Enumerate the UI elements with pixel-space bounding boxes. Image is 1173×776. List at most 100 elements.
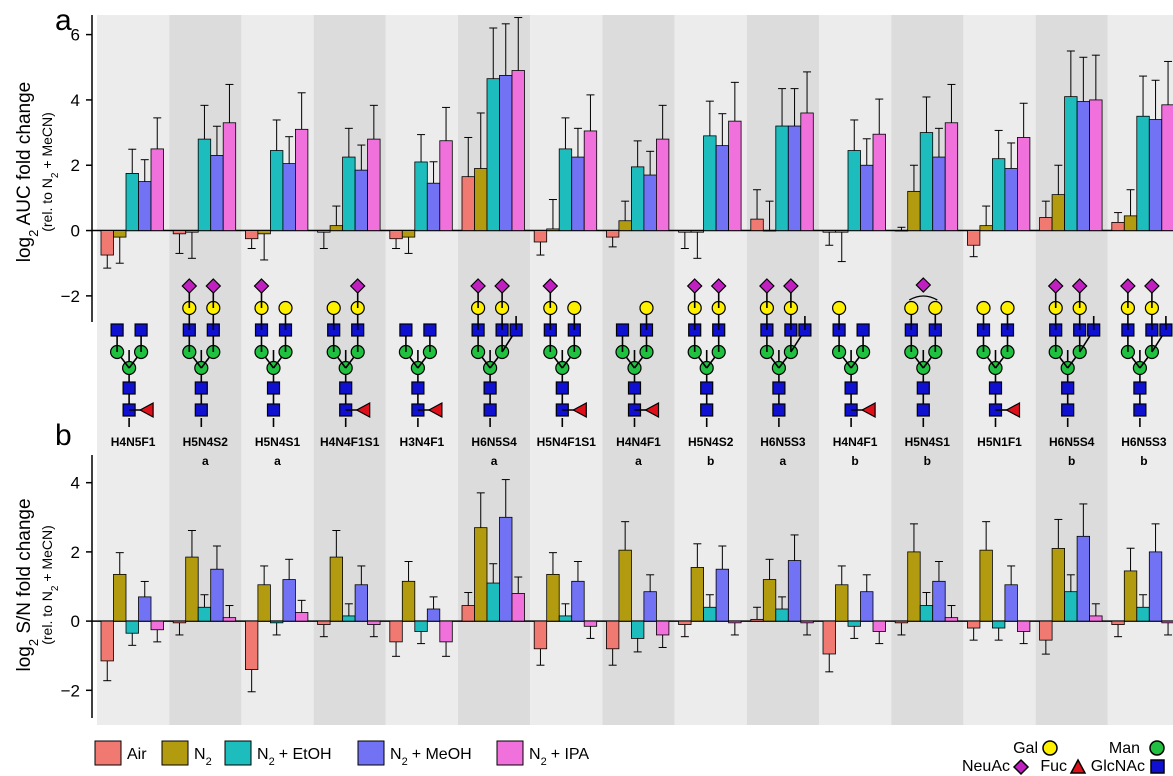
glcnac-icon [615,323,630,337]
legend-swatch-n2 [161,740,189,766]
glcnac-icon [988,381,1003,395]
panel-a-bar [197,138,212,231]
glcnac-icon [916,381,930,395]
category-label: H4N4F1 [833,435,878,449]
panel-a-bar [329,225,344,231]
panel-b-bar [800,620,814,624]
panel-a-bar [571,156,585,231]
category-tag: a [635,454,642,468]
panel-b-bar [222,617,237,622]
panel-a-bar [932,156,946,231]
panel-b-bar [907,551,921,622]
category-label: H5N4S2 [183,435,229,449]
panel-a-tick-label: 4 [71,91,80,110]
panel-b-bar [533,620,548,650]
glcnac-icon [700,403,714,417]
panel-b-bar [138,596,152,622]
neuac-icon [1071,278,1088,294]
category-label: H3N4F1 [400,435,445,449]
panel-a-tick-label: 0 [71,222,80,241]
panel-a-bar [1148,119,1163,231]
category-tag: b [851,454,858,468]
panel-b-tick-label: 4 [71,474,80,493]
panel-b-tick-label: 2 [71,543,80,562]
neuac-icon [1120,278,1136,294]
neuac-icon [710,278,727,294]
panel-a-bar [558,148,573,231]
panel-b-ylabel: log2 S/N fold change [14,498,41,671]
panel-a-ylabel-note: (rel. to N2 + MeCN) [39,112,61,232]
panel-b-bar [835,584,849,622]
panel-a-bar [342,156,356,231]
glcnac-icon [266,381,281,395]
panel-a-bar [979,225,993,231]
panel-a-tick-label: −2 [61,287,80,306]
panel-a-bar [872,133,886,231]
panel-a-bar [822,230,836,233]
category-tag: a [780,454,787,468]
panel-b-bar [1039,620,1053,641]
panel-b-bar [150,620,164,631]
panel-b-bar [100,620,114,662]
neuac-icon [783,278,799,294]
panel-b-bar [932,580,946,622]
glycan-bracket [908,295,938,301]
panel-a-bar [762,230,777,232]
panel-b-bar [125,620,139,634]
panel-a-bar [643,174,657,231]
panel-b-bar [197,606,212,622]
panel-a-bar [1089,99,1103,231]
panel-b-bar [439,620,453,643]
panel-b-bar [643,591,657,622]
panel-b-bar [486,582,500,622]
panel-b-bar [414,620,428,632]
category-label: H5N4S2 [688,435,734,449]
panel-a-bar [1064,96,1078,231]
glcnac-icon [483,381,497,395]
panel-a-bar [414,161,428,231]
panel-a-bar [690,230,704,233]
category-tag: b [1140,454,1147,468]
panel-a-bar [606,230,620,238]
category-label: H5N4S1 [255,435,301,449]
glycan-structures [109,277,1173,427]
glcnac-icon [1061,381,1075,395]
panel-b-bar [775,608,789,622]
panel-b-tick-label: 0 [71,612,80,631]
panel-b-bar [847,620,861,627]
glcnac-icon [194,403,208,417]
panel-b-bar [329,556,344,622]
neuac-icon [253,278,270,294]
panel-b-bar [1004,584,1018,622]
category-tag: b [707,454,714,468]
panel-a-bar [860,164,874,231]
panel-b-bar [1017,620,1031,632]
category-tag: a [202,454,209,468]
panel-b-bar [894,620,909,624]
panel-a-bar [486,78,500,231]
panel-a-bar [944,122,959,231]
panel-a-bar [967,230,981,246]
legend-swatch-etoh [224,740,252,766]
panel-a-bar [439,140,453,231]
panel-b-bar [860,591,874,622]
category-label: H6N5S4 [1049,435,1095,449]
panel-b-bar [678,620,692,625]
category-label: H6N5S3 [760,435,806,449]
panel-b-bar [583,620,598,627]
panel-a-bar [474,168,488,231]
panel-b-bar [558,615,573,622]
panel-b-bar [342,615,356,622]
panel-b-bar [606,620,620,650]
panel-b-bar [1123,570,1138,622]
legend-label-ipa: N2 + IPA [529,746,589,768]
key-label-man: Man [1109,740,1140,757]
category-label: H5N1F1 [977,435,1022,449]
fuc-icon [355,401,371,419]
glcnac-icon [483,403,497,417]
panel-a-bar [787,125,802,231]
panel-b-tick-label: −2 [61,681,80,700]
glcnac-icon [411,381,425,395]
panel-b-bar [1161,620,1173,624]
panel-label-b: b [55,419,72,452]
